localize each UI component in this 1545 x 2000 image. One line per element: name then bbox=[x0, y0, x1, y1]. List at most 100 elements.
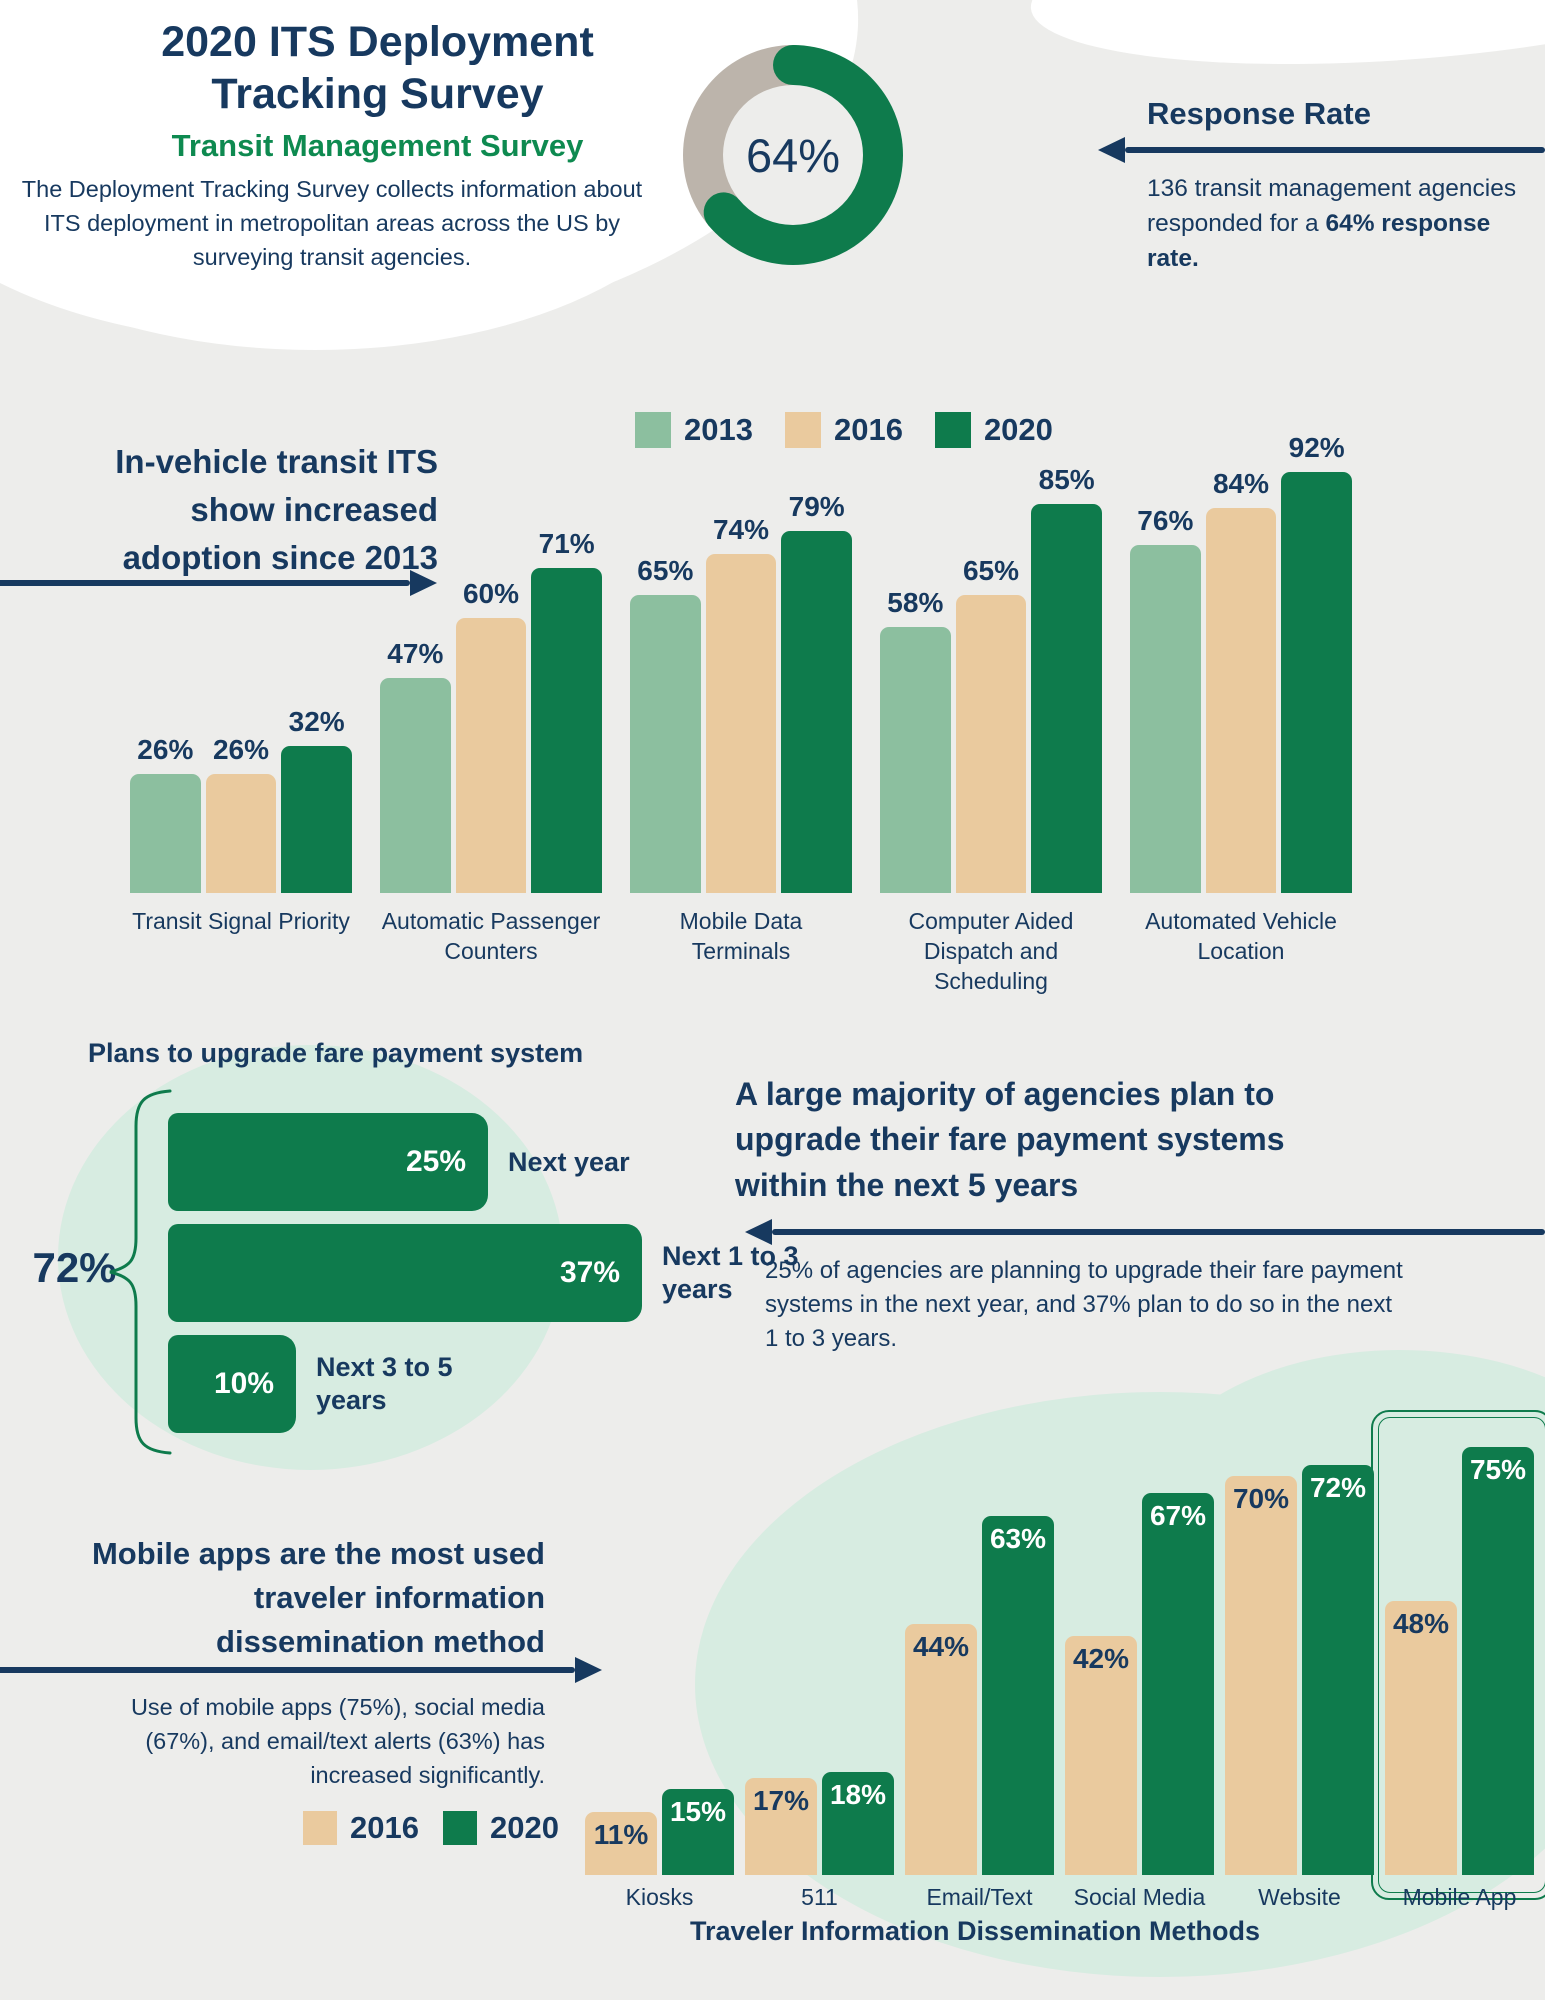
legend-item-2020: 2020 bbox=[934, 412, 1053, 448]
bar-value-label: 63% bbox=[989, 1523, 1047, 1554]
bar-2013-transit-signal-priority: 26% bbox=[130, 734, 201, 893]
bar-value-label: 60% bbox=[462, 578, 520, 609]
fare-heading: A large majority of agencies plan to upg… bbox=[735, 1072, 1545, 1208]
fare-body-text: 25% of agencies are planning to upgrade … bbox=[765, 1257, 1403, 1353]
dissemination-bar-group-bars: 17% 18% bbox=[745, 1447, 894, 1875]
adoption-bar-group: 47% 60% 71% Automatic Passenger Counters bbox=[380, 450, 603, 997]
dissemination-bar-group-bars: 44% 63% bbox=[905, 1447, 1054, 1875]
response-rate-text-normal: 136 transit management agencies responde… bbox=[1147, 175, 1517, 237]
response-rate-donut-chart: 64% bbox=[683, 45, 903, 265]
adoption-bar-group: 76% 84% 92% Automated Vehicle Location bbox=[1130, 432, 1353, 997]
page-description: The Deployment Tracking Survey collects … bbox=[21, 176, 643, 271]
dissemination-bar-group: 42% 67% Social Media bbox=[1065, 1447, 1214, 1911]
bar-2020-computer-aided-dispatch-and-scheduling: 85% bbox=[1031, 464, 1103, 893]
bar-value-label: 76% bbox=[1137, 505, 1194, 536]
bar-2020-mobile-app: 75% bbox=[1462, 1447, 1534, 1875]
adoption-bar-group-bars: 76% 84% 92% bbox=[1130, 432, 1353, 893]
fare-heading-line3: within the next 5 years bbox=[735, 1166, 1079, 1203]
adoption-bar-group: 65% 74% 79% Mobile Data Terminals bbox=[630, 450, 853, 997]
dissemination-arrow-head bbox=[575, 1657, 602, 1683]
bar-2020-transit-signal-priority: 32% bbox=[281, 706, 353, 893]
dissemination-body-text: Use of mobile apps (75%), social media (… bbox=[130, 1694, 545, 1789]
adoption-legend: 2013 2016 2020 bbox=[635, 412, 1085, 448]
bar-2013-automated-vehicle-location: 76% bbox=[1130, 505, 1201, 893]
dissemination-heading: Mobile apps are the most used traveler i… bbox=[35, 1532, 545, 1664]
bar-2016-mobile-data-terminals: 74% bbox=[705, 514, 777, 893]
legend-item-2016-bottom: 2016 bbox=[303, 1810, 419, 1846]
adoption-bar-group-bars: 47% 60% 71% bbox=[380, 450, 603, 893]
response-rate-text-bold: 64% response rate. bbox=[1147, 209, 1491, 272]
legend-label-2020-bottom: 2020 bbox=[489, 1810, 559, 1845]
bar-2016-computer-aided-dispatch-and-scheduling: 65% bbox=[955, 555, 1027, 893]
dissemination-axis-title: Traveler Information Dissemination Metho… bbox=[689, 1916, 1261, 1946]
adoption-bar-group-bars: 26% 26% 32% bbox=[130, 450, 353, 893]
bar-value-label: 32% bbox=[288, 706, 345, 737]
bar-2020-email-text: 63% bbox=[982, 1516, 1054, 1875]
adoption-category-label: Automated Vehicle Location bbox=[1145, 908, 1337, 964]
bar-2020-kiosks: 15% bbox=[662, 1789, 734, 1875]
fare-chart-title: Plans to upgrade fare payment system bbox=[88, 1038, 584, 1068]
donut-arc-cap bbox=[773, 45, 813, 85]
adoption-bar-group-bars: 58% 65% 85% bbox=[880, 450, 1103, 893]
bar-value-label: 85% bbox=[1038, 464, 1095, 495]
response-rate-arrow-line bbox=[1125, 147, 1545, 153]
background-blob-top-right bbox=[1025, 0, 1545, 86]
bar-2013-automatic-passenger-counters: 47% bbox=[380, 638, 451, 893]
dissemination-bar-group: 44% 63% Email/Text bbox=[905, 1447, 1054, 1911]
adoption-category-label: Transit Signal Priority bbox=[132, 908, 350, 934]
bar-2016-email-text: 44% bbox=[905, 1624, 977, 1875]
adoption-category-label: Mobile Data Terminals bbox=[679, 908, 803, 964]
legend-item-2016: 2016 bbox=[784, 412, 903, 448]
bar-2020-automated-vehicle-location: 92% bbox=[1281, 432, 1353, 893]
bar-value-label: 17% bbox=[752, 1785, 810, 1816]
fare-bar: 10% bbox=[168, 1335, 296, 1433]
bar-value-label: 84% bbox=[1212, 468, 1270, 499]
fare-brace bbox=[109, 1089, 172, 1455]
bar-value-label: 58% bbox=[887, 587, 944, 618]
bar-value-label: 44% bbox=[912, 1631, 970, 1662]
response-rate-heading: Response Rate bbox=[1147, 96, 1371, 131]
legend-swatch-2020 bbox=[934, 412, 971, 448]
dissemination-heading-line1: Mobile apps are the most used bbox=[91, 1536, 545, 1571]
bar-2020-mobile-data-terminals: 79% bbox=[781, 491, 853, 893]
bar-value-label: 11% bbox=[593, 1819, 649, 1850]
dissemination-category-label: Social Media bbox=[1073, 1884, 1206, 1910]
legend-label-2016-bottom: 2016 bbox=[350, 1810, 419, 1845]
fare-bar-label: Next 3 to 5 years bbox=[316, 1352, 453, 1415]
bar-value-label: 74% bbox=[712, 514, 770, 545]
bar-2016-mobile-app: 48% bbox=[1385, 1601, 1457, 1875]
legend-label-2013: 2013 bbox=[684, 412, 753, 447]
page-subtitle: Transit Management Survey bbox=[171, 128, 584, 163]
page-title: 2020 ITS Deployment Tracking Survey bbox=[95, 16, 660, 121]
legend-swatch-2016 bbox=[784, 412, 821, 448]
fare-bar-row: 37% Next 1 to 3 years bbox=[168, 1224, 862, 1322]
bar-value-label: 70% bbox=[1232, 1483, 1290, 1514]
page-title-line2: Tracking Survey bbox=[211, 70, 544, 119]
fare-bar-row: 25% Next year bbox=[168, 1113, 708, 1211]
bar-value-label: 65% bbox=[962, 555, 1020, 586]
bar-value-label: 26% bbox=[212, 734, 270, 765]
bar-2020-website: 72% bbox=[1302, 1465, 1374, 1875]
bar-2016-transit-signal-priority: 26% bbox=[205, 734, 277, 893]
adoption-heading-line1: In-vehicle transit ITS bbox=[115, 443, 438, 480]
bar-value-label: 42% bbox=[1072, 1643, 1130, 1674]
adoption-heading-line3: adoption since 2013 bbox=[122, 538, 438, 576]
dissemination-heading-line2: traveler information bbox=[253, 1580, 545, 1616]
bar-2016-511: 17% bbox=[745, 1778, 817, 1875]
bar-2013-computer-aided-dispatch-and-scheduling: 58% bbox=[880, 587, 951, 893]
bar-value-label: 26% bbox=[137, 734, 194, 765]
fare-heading-line1: A large majority of agencies plan to bbox=[735, 1076, 1275, 1112]
dissemination-category-label: Email/Text bbox=[926, 1884, 1033, 1910]
dissemination-bar-group-bars: 48% 75% bbox=[1385, 1447, 1534, 1875]
bar-2020-automatic-passenger-counters: 71% bbox=[531, 528, 603, 893]
bar-2016-website: 70% bbox=[1225, 1476, 1297, 1875]
adoption-category-label: Computer Aided Dispatch and Scheduling bbox=[908, 908, 1074, 994]
fare-bar: 37% bbox=[168, 1224, 642, 1322]
dissemination-bar-group: 17% 18% 511 bbox=[745, 1447, 894, 1911]
response-rate-donut-value: 64% bbox=[723, 85, 863, 225]
legend-swatch-2020-bottom bbox=[442, 1811, 477, 1845]
dissemination-bar-chart: 11% 15% Kiosks 17% 18% 511 44% 63% Email/Text 42%… bbox=[585, 1447, 1534, 1911]
adoption-bar-group: 58% 65% 85% Computer Aided Dispatch and Sch… bbox=[880, 450, 1103, 997]
adoption-arrow-line bbox=[0, 580, 410, 586]
bar-2016-kiosks: 11% bbox=[585, 1812, 657, 1875]
